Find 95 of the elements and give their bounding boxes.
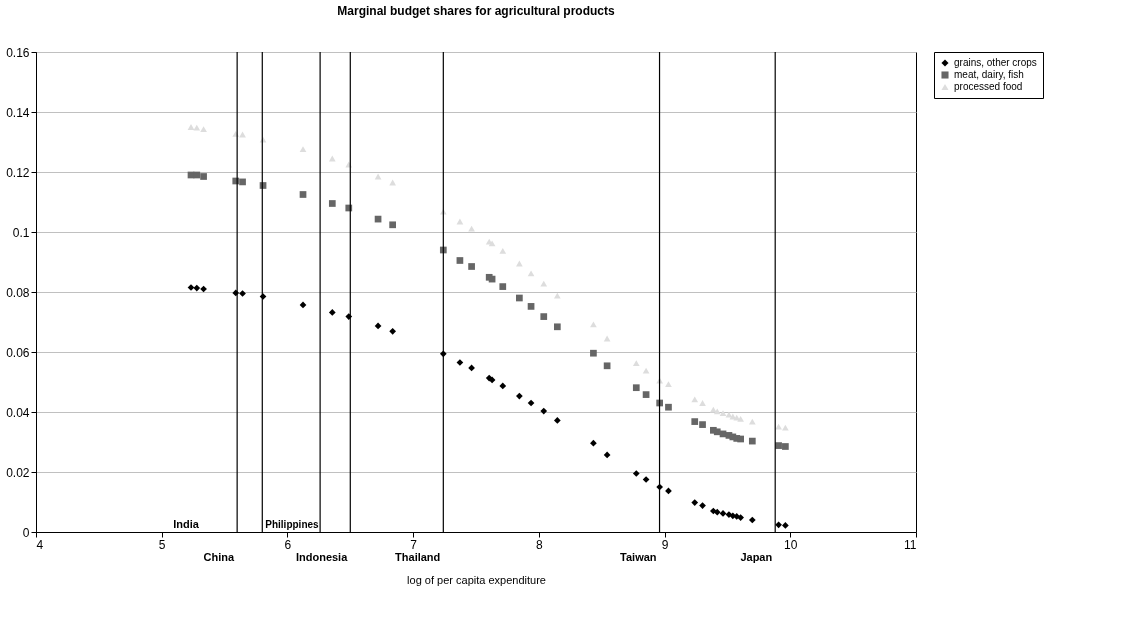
- point: [553, 323, 561, 331]
- point: [299, 191, 307, 198]
- point: [632, 360, 640, 367]
- ref-line-label: Japan: [740, 551, 773, 563]
- point: [374, 322, 382, 330]
- point: [527, 399, 535, 407]
- point: [468, 225, 475, 232]
- point: [713, 408, 721, 415]
- point: [527, 270, 535, 277]
- y-tick-label: 0.08: [6, 285, 30, 300]
- annotation: India: [173, 518, 200, 530]
- point: [516, 294, 523, 302]
- point: [699, 400, 706, 406]
- point: [699, 421, 706, 428]
- point: [691, 499, 699, 506]
- point: [527, 303, 535, 310]
- point: [193, 171, 201, 179]
- point: [200, 126, 207, 132]
- point: [713, 428, 721, 436]
- point: [782, 424, 789, 431]
- y-tick-label: 0: [22, 525, 30, 540]
- point: [239, 290, 246, 297]
- ref-line-label: Thailand: [395, 551, 441, 563]
- point: [389, 221, 397, 229]
- y-tick-label: 0.12: [6, 165, 30, 180]
- point: [642, 391, 650, 398]
- point: [200, 173, 207, 180]
- point: [748, 437, 756, 445]
- point: [737, 415, 744, 422]
- point: [748, 516, 756, 524]
- point: [516, 392, 523, 400]
- point: [299, 301, 307, 309]
- y-tick-label: 0.02: [6, 465, 30, 480]
- ref-line-label: China: [203, 551, 236, 563]
- point: [590, 439, 597, 447]
- y-tick-label: 0.14: [6, 105, 30, 120]
- point: [590, 349, 597, 357]
- y-tick-label: 0.16: [6, 45, 30, 60]
- x-axis-title: log of per capita expenditure: [407, 573, 546, 586]
- point: [456, 257, 464, 264]
- y-tick-label: 0.06: [6, 345, 30, 360]
- y-tick-label: 0.1: [12, 225, 30, 240]
- point: [540, 280, 548, 287]
- point: [632, 470, 640, 477]
- point: [665, 381, 672, 388]
- point: [699, 502, 706, 509]
- point: [193, 284, 201, 292]
- point: [540, 407, 548, 415]
- point: [775, 423, 782, 430]
- point: [299, 146, 307, 153]
- point: [328, 200, 336, 207]
- x-tick-label: 10: [784, 537, 798, 552]
- point: [782, 443, 789, 450]
- point: [603, 362, 611, 370]
- point: [775, 521, 782, 529]
- y-tick-label: 0.04: [6, 405, 30, 420]
- ref-line-label: Indonesia: [295, 551, 349, 563]
- point: [540, 313, 548, 320]
- point: [665, 487, 672, 495]
- point: [642, 367, 650, 374]
- point: [782, 522, 789, 529]
- legend-label: meat, dairy, fish: [954, 69, 1024, 80]
- point: [603, 451, 611, 459]
- chart-title: Marginal budget shares for agricultural products: [337, 4, 616, 18]
- point: [737, 514, 744, 521]
- x-tick-label: 6: [284, 537, 292, 552]
- point: [632, 384, 640, 392]
- point: [499, 283, 507, 290]
- point: [328, 309, 336, 316]
- point: [553, 292, 561, 299]
- point: [665, 403, 672, 411]
- x-tick-label: 5: [158, 537, 166, 552]
- x-tick-label: 7: [410, 537, 418, 552]
- point: [719, 410, 727, 417]
- x-tick-label: 8: [536, 537, 544, 552]
- point: [748, 418, 756, 425]
- point: [488, 240, 496, 247]
- x-tick-label: 11: [904, 537, 917, 552]
- point: [193, 124, 201, 131]
- x-tick-label: 4: [36, 537, 44, 552]
- point: [499, 382, 507, 390]
- point: [691, 418, 699, 425]
- ref-line-label: Philippines: [265, 519, 320, 530]
- point: [553, 417, 561, 424]
- point: [239, 178, 246, 186]
- legend-label: processed food: [954, 81, 1023, 92]
- x-tick-label: 9: [661, 537, 669, 552]
- point: [389, 327, 397, 335]
- ref-line-label: Taiwan: [620, 551, 657, 563]
- point: [468, 263, 475, 270]
- point: [187, 124, 195, 130]
- point: [468, 364, 475, 372]
- legend-label: grains, other crops: [954, 57, 1037, 68]
- point: [737, 435, 744, 443]
- point: [499, 247, 507, 254]
